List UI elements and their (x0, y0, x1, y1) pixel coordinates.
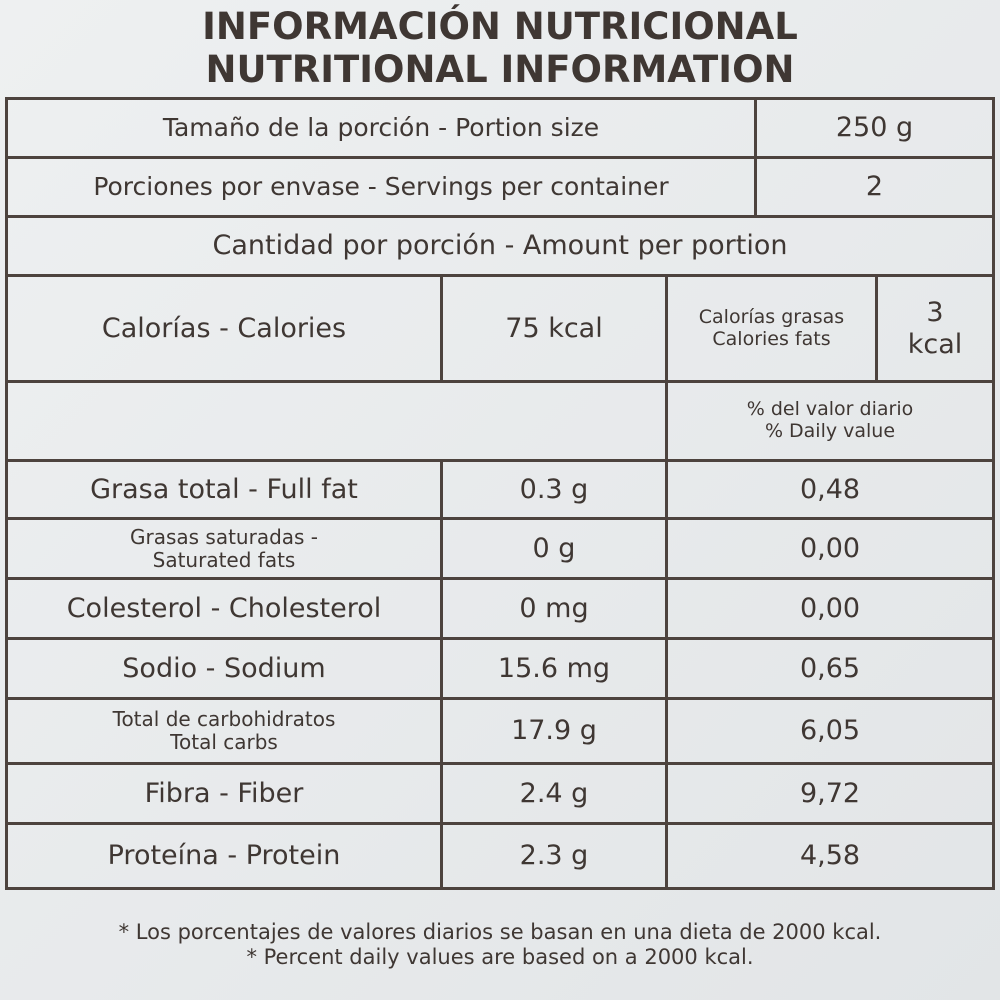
daily-value-text: 0,48 (799, 473, 861, 505)
nutrient-name-text: Total de carbohidratos (112, 707, 336, 731)
label-text: Calories fats (712, 327, 831, 350)
amount-text: 0.3 g (519, 473, 589, 505)
nutrient-name-text: Total carbs (170, 730, 278, 754)
daily-value: 0,00 (665, 517, 995, 580)
value: 75 kcal (440, 274, 668, 383)
value-text: 250 g (835, 112, 914, 144)
amount: 0.3 g (440, 459, 668, 520)
amount-text: 15.6 mg (497, 652, 611, 684)
daily-value: 0,00 (665, 577, 995, 640)
amount-text: 17.9 g (511, 715, 597, 747)
amount: 0 mg (440, 577, 668, 640)
footnote-text: * Los porcentajes de valores diarios se … (118, 920, 882, 945)
daily-value: 0,48 (665, 459, 995, 520)
nutrient-name: Fibra - Fiber (5, 762, 443, 825)
label-text: Tamaño de la porción - Portion size (162, 112, 600, 142)
nutrient-name: Total de carbohidratos Total carbs (5, 697, 443, 765)
column-header: % del valor diario% Daily value (665, 380, 995, 462)
title: INFORMACIÓN NUTRICIONAL NUTRITIONAL INFOR… (0, 0, 1000, 97)
label: Calorías grasas Calories fats (665, 274, 878, 383)
label: Tamaño de la porción - Portion size (5, 97, 757, 159)
daily-value: 9,72 (665, 762, 995, 825)
nutrient-name-text: Fibra - Fiber (144, 777, 304, 809)
value: 2 (754, 156, 995, 218)
nutrient-name-text: Proteína - Protein (107, 840, 341, 872)
daily-value-text: 0,00 (799, 592, 861, 624)
footnote-text: * Percent daily values are based on a 20… (246, 944, 754, 969)
amount: 2.3 g (440, 822, 668, 890)
title-text: INFORMACIÓN NUTRICIONAL (202, 4, 798, 48)
amount: 0 g (440, 517, 668, 580)
nutrient-name: Sodio - Sodium (5, 637, 443, 700)
footnote: * Los porcentajes de valores diarios se … (0, 892, 1000, 997)
amount-text: 2.3 g (519, 840, 589, 872)
nutrient-name-text: Colesterol - Cholesterol (66, 592, 382, 624)
amount-text: 0 g (532, 532, 576, 564)
title-text: NUTRITIONAL INFORMATION (205, 47, 795, 91)
column-header-text: % Daily value (764, 420, 896, 442)
nutrient-name-text: Grasa total - Full fat (90, 473, 358, 505)
daily-value: 6,05 (665, 697, 995, 765)
nutrient-name-text: Sodio - Sodium (122, 652, 326, 684)
amount-text: 0 mg (519, 592, 589, 624)
label-text: Calorías - Calories (101, 312, 347, 344)
empty-cell (5, 380, 668, 462)
label-text: Calorías grasas (698, 305, 845, 328)
daily-value-text: 9,72 (799, 777, 861, 809)
nutrient-name-text: Saturated fats (152, 547, 296, 572)
label-text: Porciones por envase - Servings per cont… (93, 171, 669, 201)
value-text: kcal (907, 328, 963, 360)
amount: 2.4 g (440, 762, 668, 825)
nutrient-name: Grasa total - Full fat (5, 459, 443, 520)
amount: 15.6 mg (440, 637, 668, 700)
label: Calorías - Calories (5, 274, 443, 383)
value-text: 3 (926, 297, 944, 329)
label: Porciones por envase - Servings per cont… (5, 156, 757, 218)
section-header-text: Cantidad por porción - Amount per portio… (212, 230, 788, 262)
value-text: 75 kcal (505, 312, 603, 344)
amount: 17.9 g (440, 697, 668, 765)
value: 250 g (754, 97, 995, 159)
daily-value-text: 6,05 (799, 715, 861, 747)
daily-value-text: 4,58 (799, 840, 861, 872)
value-text: 2 (865, 171, 884, 203)
column-header-text: % del valor diario (746, 398, 914, 421)
nutrient-name: Proteína - Protein (5, 822, 443, 890)
nutrient-name: Grasas saturadas - Saturated fats (5, 517, 443, 580)
daily-value: 0,65 (665, 637, 995, 700)
nutrient-name-text: Grasas saturadas - (129, 524, 319, 549)
value: 3 kcal (875, 274, 995, 383)
daily-value-text: 0,65 (799, 652, 861, 684)
daily-value-text: 0,00 (799, 532, 861, 564)
nutrient-name: Colesterol - Cholesterol (5, 577, 443, 640)
amount-text: 2.4 g (519, 777, 589, 809)
daily-value: 4,58 (665, 822, 995, 890)
section-header: Cantidad por porción - Amount per portio… (5, 215, 995, 277)
